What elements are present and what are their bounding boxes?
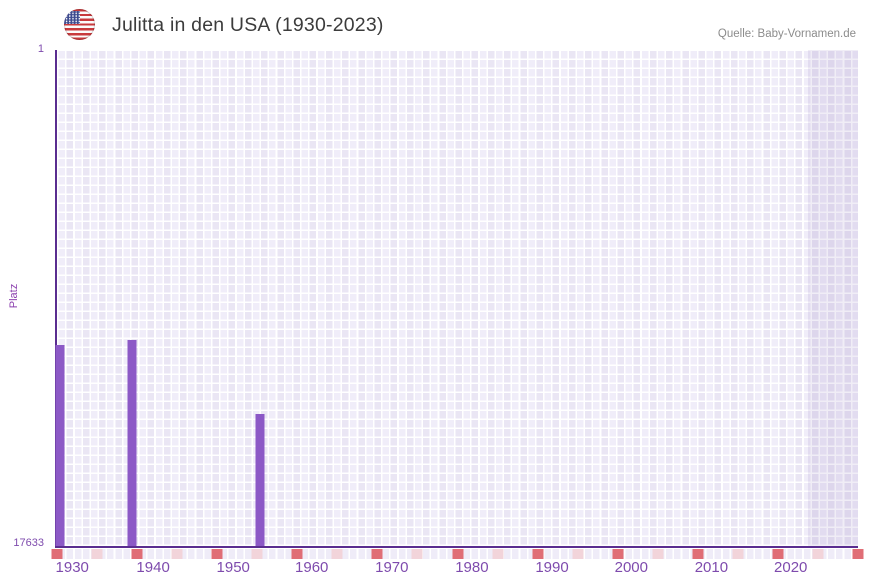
no-rank-mark [812, 549, 824, 559]
no-rank-mark [452, 549, 463, 559]
no-rank-mark [291, 549, 303, 559]
no-rank-mark [492, 549, 504, 559]
no-rank-mark [91, 549, 103, 559]
y-axis-title: Platz [8, 283, 20, 309]
x-tick-1980: 1980 [455, 559, 489, 576]
y-tick-bottom: 17633 [13, 537, 44, 549]
no-rank-mark [411, 549, 423, 559]
x-axis-labels: 1930 1940 1950 1960 1970 1980 1990 2000 2010 2020 [55, 559, 858, 581]
no-rank-mark [692, 549, 704, 559]
x-tick-1970: 1970 [375, 559, 409, 576]
usa-flag-canton [64, 11, 80, 24]
no-rank-mark [612, 549, 624, 559]
x-tick-1990: 1990 [535, 559, 569, 576]
x-tick-1950: 1950 [216, 559, 250, 576]
y-tick-top: 1 [37, 43, 44, 55]
no-rank-mark [652, 549, 664, 559]
no-rank-mark [331, 549, 343, 559]
x-tick-1960: 1960 [295, 559, 329, 576]
usa-flag-icon [64, 9, 95, 40]
no-rank-mark [131, 549, 143, 559]
no-rank-mark [772, 549, 784, 559]
plot-area[interactable] [55, 50, 858, 548]
recent-years-highlight-band [808, 50, 858, 546]
no-rank-mark [532, 549, 544, 559]
no-rank-mark [251, 549, 263, 559]
no-rank-mark [572, 549, 584, 559]
rank-bar-1954[interactable] [255, 414, 265, 546]
no-rank-mark [371, 549, 383, 559]
x-tick-2020: 2020 [774, 559, 808, 576]
no-rank-mark [51, 549, 63, 559]
no-rank-marks-strip [51, 549, 864, 559]
source-credit: Quelle: Baby-Vornamen.de [717, 28, 856, 40]
x-tick-2000: 2000 [614, 559, 648, 576]
chart-title: Julitta in den USA (1930-2023) [112, 14, 384, 36]
no-rank-mark [852, 549, 864, 559]
no-rank-mark [211, 549, 223, 559]
no-rank-mark [171, 549, 183, 559]
no-rank-mark [732, 549, 744, 559]
rank-bar-1938[interactable] [127, 339, 137, 546]
rank-bar-1930[interactable] [55, 345, 65, 546]
x-tick-1930: 1930 [55, 559, 89, 576]
x-tick-2010: 2010 [694, 559, 729, 576]
x-tick-1940: 1940 [136, 559, 170, 576]
